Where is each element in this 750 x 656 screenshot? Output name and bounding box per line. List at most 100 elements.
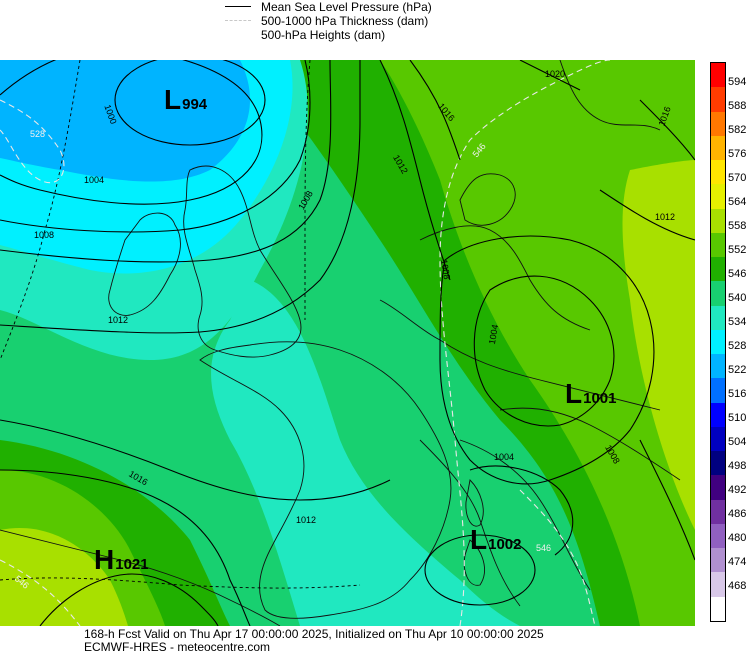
scale-label: 558	[728, 220, 747, 232]
isobar-1012-central	[379, 60, 451, 281]
isobar-label: 1012	[296, 515, 317, 525]
low-pressure-south-label: L1002	[470, 526, 521, 554]
scale-label: 474	[728, 556, 747, 568]
scale-label: 486	[728, 508, 747, 520]
isobar-1008-north	[0, 60, 332, 263]
legend-item-label: Mean Sea Level Pressure (hPa)	[261, 0, 432, 14]
isobar-label: 1012	[655, 212, 676, 222]
scale-swatch	[711, 281, 725, 307]
france-outline	[199, 341, 452, 619]
height-band-558	[380, 60, 695, 626]
scale-swatch	[711, 402, 725, 428]
isobar-1012-west	[0, 60, 361, 334]
coastlines	[0, 60, 681, 626]
scale-label: 576	[728, 148, 747, 160]
thickness-contours	[0, 60, 611, 626]
height-contours	[0, 60, 361, 589]
scale-swatch	[711, 378, 725, 404]
scale-label: 492	[728, 484, 747, 496]
system-letter: H	[94, 544, 115, 575]
scale-label: 564	[728, 196, 747, 208]
system-value: 994	[182, 96, 208, 113]
scale-swatch	[711, 305, 725, 331]
scale-label: 546	[728, 268, 747, 280]
germany-border	[379, 299, 661, 411]
isobar-994-ring	[114, 60, 266, 146]
scale-swatch	[711, 63, 725, 88]
isobar-label: 1012	[108, 315, 129, 325]
low-pressure-north-label: L994	[164, 86, 207, 114]
source-credit-text: ECMWF-HRES - meteocentre.com	[84, 640, 271, 654]
scandinavia-coast	[559, 60, 661, 131]
legend-item-label: 500-1000 hPa Thickness (dam)	[261, 14, 429, 28]
system-letter: L	[565, 378, 583, 409]
legend-item-mslp: Mean Sea Level Pressure (hPa)	[225, 0, 432, 14]
scale-label: 468	[728, 580, 747, 592]
scale-swatch	[711, 329, 725, 355]
scale-swatch	[711, 208, 725, 234]
thickness-546-sw	[0, 559, 81, 626]
high-pressure-sw-label: H1021	[94, 546, 149, 574]
system-letter: L	[470, 524, 488, 555]
isobar-1000	[0, 60, 263, 205]
isobar-1016-north	[409, 60, 461, 161]
isobar-label: 1004	[494, 452, 515, 462]
thickness-546-east	[439, 60, 611, 626]
height-band-564	[622, 160, 695, 530]
scale-swatch	[711, 475, 725, 501]
height-band-564-sw	[0, 528, 128, 626]
scale-swatch	[711, 87, 725, 112]
thickness-label: 528	[30, 129, 46, 139]
legend-item-thickness: 500-1000 hPa Thickness (dam)	[225, 14, 428, 28]
scale-label: 570	[728, 172, 747, 184]
system-value: 1002	[488, 536, 522, 553]
isobar-1002-ring	[424, 534, 536, 606]
scale-label: 480	[728, 532, 747, 544]
scale-swatch	[711, 160, 725, 185]
isobar-1012-east	[599, 189, 695, 241]
height-band-528	[0, 60, 250, 182]
legend-item-label: 500-hPa Heights (dam)	[261, 28, 386, 42]
isobar-1008-se	[639, 439, 695, 561]
thickness-label: 546	[536, 543, 552, 553]
scale-swatch	[711, 354, 725, 379]
poland-border	[419, 225, 591, 331]
isobar-1016-ne	[639, 99, 695, 161]
scale-label: 540	[728, 292, 747, 304]
italy-west-coast	[419, 439, 521, 607]
scale-swatch	[711, 451, 725, 476]
isobar-label: 1008	[34, 230, 55, 240]
legend-item-heights: 500-hPa Heights (dam)	[225, 28, 385, 42]
solid-line-sample-icon	[225, 6, 251, 8]
alps-border	[499, 407, 681, 481]
scale-label: 522	[728, 364, 747, 376]
scale-swatch	[711, 499, 725, 525]
isobar-1016-sw	[0, 469, 251, 626]
map-svg	[0, 60, 695, 626]
chart-footer: 168-h Fcst Valid on Thu Apr 17 00:00:00 …	[84, 628, 544, 654]
great-britain-outline	[183, 165, 302, 358]
isobar-1020-sw	[39, 573, 219, 626]
scale-label: 528	[728, 340, 747, 352]
thickness-546-south	[519, 489, 596, 626]
scale-label: 594	[728, 76, 747, 88]
scale-label: 516	[728, 388, 747, 400]
scale-swatch	[711, 548, 725, 573]
isobar-label: 1020	[545, 69, 566, 79]
scale-swatch	[711, 111, 725, 137]
scale-label: 582	[728, 124, 747, 136]
iberia-coast	[0, 529, 281, 626]
filled-shading-sample-icon	[225, 34, 251, 36]
scale-label: 588	[728, 100, 747, 112]
denmark-outline	[459, 173, 516, 226]
height-contour-south	[0, 577, 361, 589]
system-value: 1001	[583, 390, 617, 407]
isobar-1008-east	[439, 235, 655, 485]
scale-label: 552	[728, 244, 747, 256]
scale-swatch	[711, 184, 725, 210]
top-legend: Mean Sea Level Pressure (hPa) 500-1000 h…	[225, 0, 525, 48]
system-letter: L	[164, 84, 182, 115]
scale-label: 504	[728, 436, 747, 448]
ireland-outline	[108, 212, 181, 316]
